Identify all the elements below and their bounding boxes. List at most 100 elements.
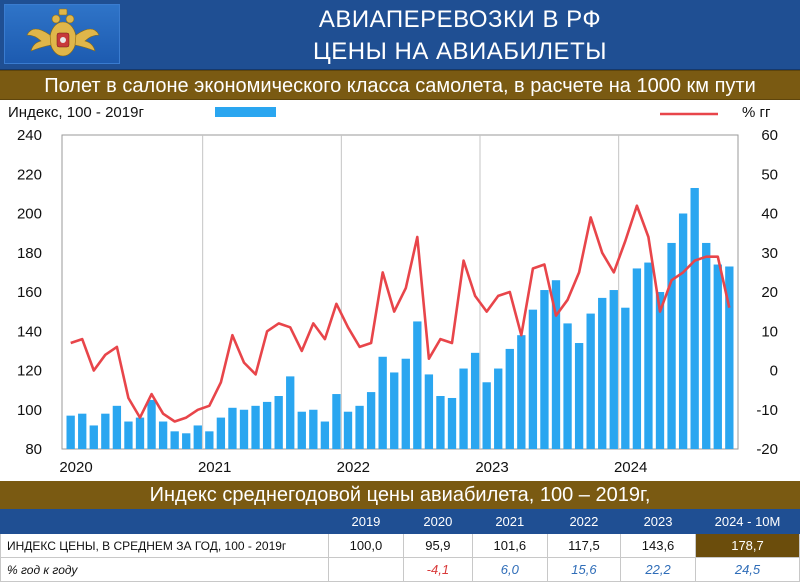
table-cell: 22,2 <box>620 557 696 582</box>
y-right-tick-label: 20 <box>761 284 778 301</box>
data-bar <box>482 382 491 449</box>
data-bar <box>655 292 665 449</box>
row-label: % год к году <box>0 557 329 582</box>
data-bar <box>135 417 145 449</box>
eagle-emblem-icon <box>26 8 100 57</box>
y-left-tick-label: 180 <box>17 245 42 262</box>
y-right-tick-label: -10 <box>756 402 778 419</box>
table-header-year: 2020 <box>402 509 473 534</box>
data-bar <box>158 421 168 449</box>
row-label: ИНДЕКС ЦЕНЫ, В СРЕДНЕМ ЗА ГОД, 100 - 201… <box>0 533 329 558</box>
data-bar <box>494 368 503 449</box>
data-bar <box>320 421 330 449</box>
data-bar <box>228 407 237 449</box>
data-bar <box>112 405 122 449</box>
y-left-tick-label: 220 <box>17 166 42 183</box>
y-right-tick-label: 0 <box>770 363 778 380</box>
data-bar <box>586 313 595 449</box>
legend-line-label: % гг <box>742 104 771 121</box>
table-header-year: 2022 <box>546 509 622 534</box>
y-left-tick-label: 240 <box>17 127 42 144</box>
data-bar <box>424 374 434 449</box>
legend-bar-swatch <box>215 107 276 117</box>
table-cell: 101,6 <box>471 533 548 558</box>
data-bar <box>413 321 422 449</box>
data-bar <box>436 396 445 449</box>
data-bar <box>216 417 226 449</box>
data-bar <box>366 392 376 449</box>
y-left-tick-label: 140 <box>17 323 42 340</box>
data-bar <box>574 343 584 449</box>
data-bar <box>517 335 526 449</box>
data-bar <box>598 297 607 449</box>
data-bar <box>470 352 480 449</box>
combo-chart: 2020 2021 2022 2023 202480100120140160180200… <box>8 104 778 476</box>
plot-frame <box>61 134 739 450</box>
data-bar <box>332 394 341 449</box>
data-bar <box>251 405 260 449</box>
data-bar <box>262 401 272 449</box>
y-left-tick-label: 200 <box>17 206 42 223</box>
table-header-year: 2023 <box>620 509 696 534</box>
data-bar <box>170 431 179 449</box>
table-cell <box>328 557 404 582</box>
data-bar <box>89 425 98 449</box>
data-bar <box>644 262 653 449</box>
data-bar <box>505 348 514 449</box>
x-tick-label: 2023 <box>475 459 508 476</box>
data-bar <box>528 309 538 449</box>
data-bar <box>205 431 214 449</box>
data-bar <box>632 268 642 449</box>
table-header-year: 2021 <box>471 509 548 534</box>
x-tick-label: 2021 <box>198 459 231 476</box>
data-line <box>70 204 731 423</box>
y-right-tick-label: 10 <box>761 323 778 340</box>
data-bar <box>563 323 572 449</box>
y-right-tick-label: 40 <box>761 206 778 223</box>
x-tick-label: 2024 <box>614 459 647 476</box>
table-header-year: 2019 <box>328 509 404 534</box>
header-title-line2: ЦЕНЫ НА АВИАБИЛЕТЫ <box>313 38 607 65</box>
y-right-tick-label: 30 <box>761 245 778 262</box>
data-bar <box>621 307 630 449</box>
data-bar <box>182 433 191 449</box>
x-tick-label: 2022 <box>337 459 370 476</box>
y-right-tick-label: 50 <box>761 166 778 183</box>
y-right-tick-label: 60 <box>761 127 778 144</box>
data-bar <box>66 415 75 449</box>
data-bar <box>401 358 410 449</box>
data-bar <box>78 413 87 449</box>
data-bar <box>378 356 387 449</box>
table-cell: 117,5 <box>546 533 622 558</box>
data-bar <box>239 409 249 449</box>
data-bar <box>355 405 364 449</box>
table-header-row: 2019 2020 2021 2022 2023 2024 - 10М <box>0 509 800 534</box>
data-bar <box>147 399 156 449</box>
y-left-tick-label: 160 <box>17 284 42 301</box>
data-bar <box>690 187 699 450</box>
table-header-blank <box>0 509 329 534</box>
y-right-tick-label: -20 <box>756 441 778 458</box>
legend-bar-label: Индекс, 100 - 2019г <box>8 104 144 121</box>
chart-subtitle: Полет в салоне экономического класса сам… <box>0 70 800 100</box>
data-bar <box>447 397 457 449</box>
emblem-logo <box>4 4 120 64</box>
y-left-tick-label: 100 <box>17 402 42 419</box>
data-bar <box>678 213 688 449</box>
y-left-tick-label: 120 <box>17 363 42 380</box>
header-title-line1: АВИАПЕРЕВОЗКИ В РФ <box>318 6 602 33</box>
table-header-year: 2024 - 10М <box>695 509 800 534</box>
table-row-pct: % год к году -4,1 6,0 15,6 22,2 24,5 <box>0 557 800 582</box>
data-bar <box>343 411 353 449</box>
table-cell: -4,1 <box>402 557 473 582</box>
y-left-tick-label: 80 <box>25 441 42 458</box>
data-bar <box>551 280 561 449</box>
data-bar <box>309 409 318 449</box>
data-bar <box>540 290 549 449</box>
data-bar <box>725 266 734 449</box>
data-bar <box>286 376 295 449</box>
table-cell: 143,6 <box>620 533 696 558</box>
header-banner: АВИАПЕРЕВОЗКИ В РФ ЦЕНЫ НА АВИАБИЛЕТЫ <box>0 0 800 70</box>
data-bar <box>702 242 711 449</box>
data-bar <box>667 242 676 449</box>
